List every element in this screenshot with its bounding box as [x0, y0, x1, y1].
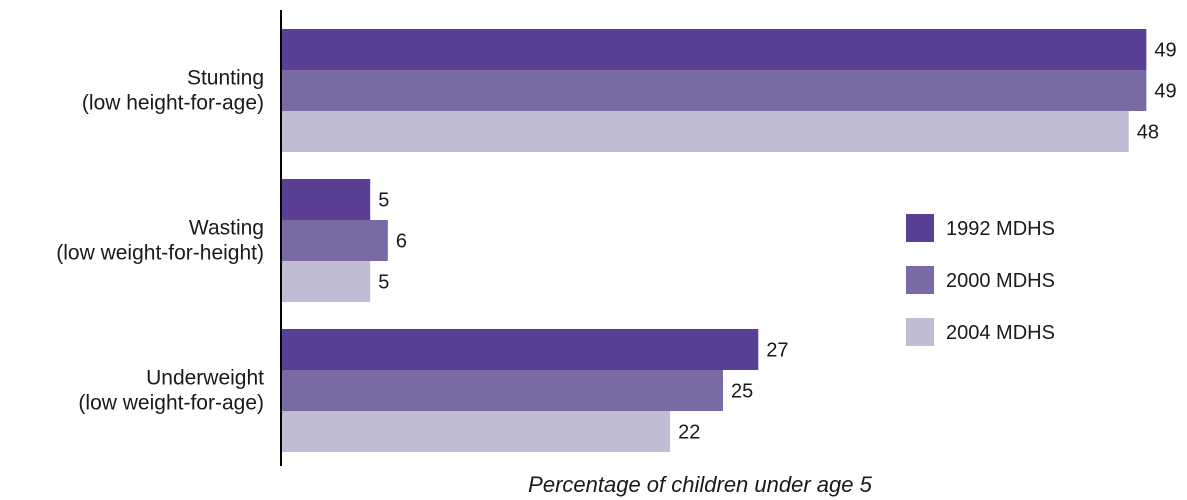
bar-wasting-1992 [282, 179, 371, 220]
legend: 1992 MDHS 2000 MDHS 2004 MDHS [906, 214, 1055, 346]
category-sublabel: (low height-for-age) [82, 92, 264, 115]
bar-stunting-2000 [282, 70, 1147, 111]
value-label: 6 [396, 231, 407, 253]
value-label: 49 [1154, 40, 1176, 62]
category-label: Stunting [187, 67, 264, 90]
category-label: Underweight [146, 367, 264, 390]
legend-swatch [906, 214, 934, 242]
bars-group [282, 29, 1147, 452]
legend-label: 2004 MDHS [946, 322, 1055, 344]
legend-label: 2000 MDHS [946, 270, 1055, 292]
bar-stunting-1992 [282, 29, 1147, 70]
value-label: 48 [1137, 122, 1159, 144]
category-sublabel: (low weight-for-age) [78, 392, 264, 415]
category-label: Wasting [189, 217, 264, 240]
bar-stunting-2004 [282, 111, 1129, 152]
value-label: 49 [1154, 81, 1176, 103]
value-label: 27 [766, 340, 788, 362]
value-labels: 49 49 48 565 27 25 22 [378, 40, 1176, 444]
bar-wasting-2004 [282, 261, 371, 302]
value-label: 25 [731, 381, 753, 403]
bar-underweight-1992 [282, 329, 759, 370]
x-axis-title: Percentage of children under age 5 [528, 472, 872, 497]
bar-wasting-2000 [282, 220, 388, 261]
legend-label: 1992 MDHS [946, 218, 1055, 240]
bar-underweight-2004 [282, 411, 671, 452]
legend-swatch [906, 318, 934, 346]
category-sublabel: (low weight-for-height) [56, 242, 264, 265]
value-label: 22 [678, 422, 700, 444]
value-label: 5 [378, 190, 389, 212]
bar-underweight-2000 [282, 370, 723, 411]
legend-swatch [906, 266, 934, 294]
value-label: 5 [378, 272, 389, 294]
category-labels: Stunting(low height-for-age)Wasting(low … [56, 67, 264, 415]
